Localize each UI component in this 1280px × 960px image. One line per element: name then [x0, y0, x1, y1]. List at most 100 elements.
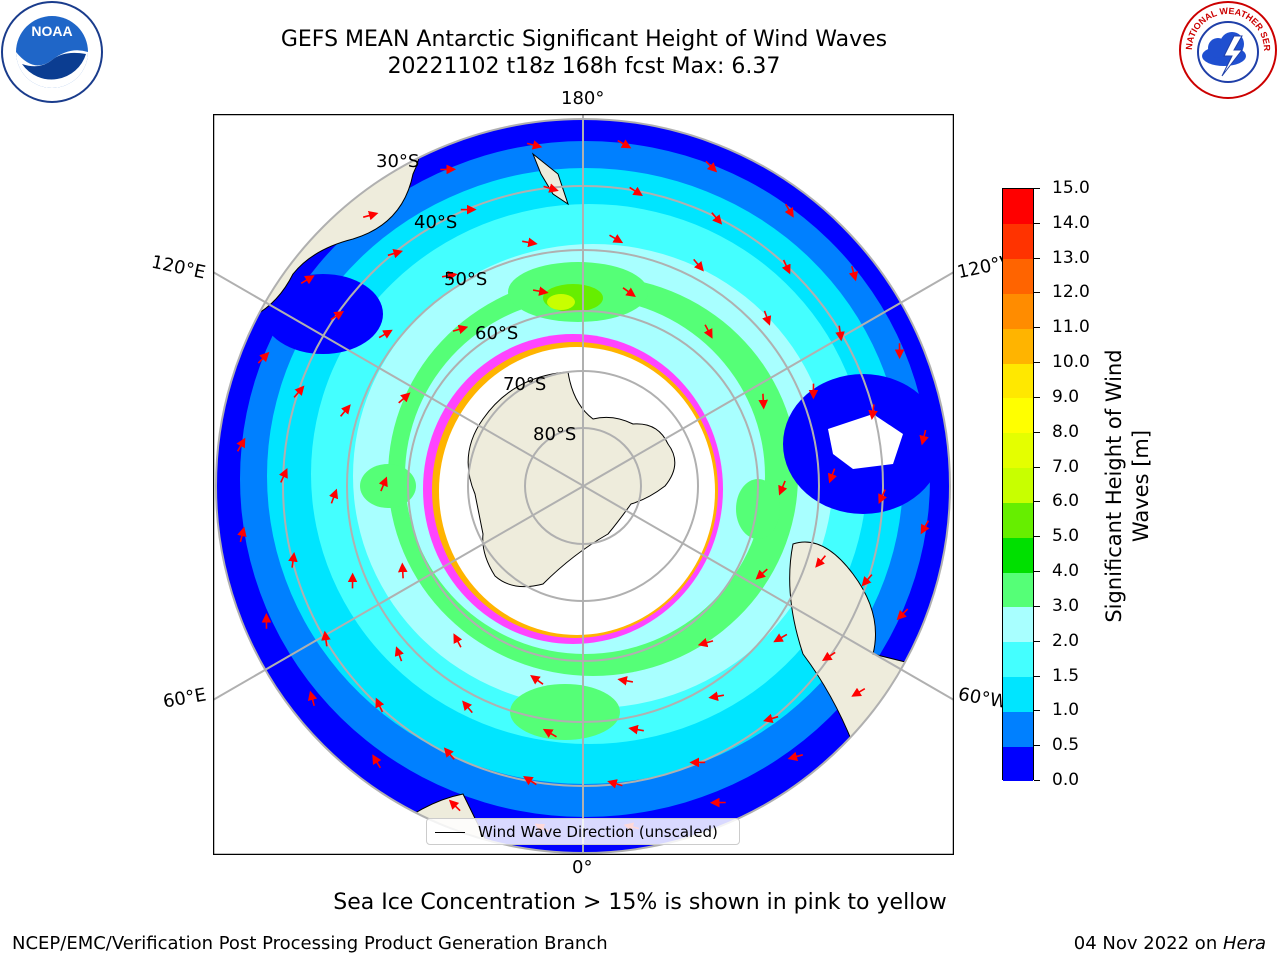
- wind-arrow: [896, 608, 909, 621]
- colorbar-segment: [1003, 711, 1033, 747]
- wind-arrow: [711, 212, 723, 225]
- colorbar-tick-label: 0.0: [1052, 770, 1080, 790]
- colorbar-tick-label: 10.0: [1052, 352, 1090, 373]
- wind-arrow: [522, 237, 538, 248]
- wind-arrow: [542, 728, 557, 738]
- footer-branch: NCEP/EMC/Verification Post Processing Pr…: [12, 933, 608, 954]
- wind-arrow: [919, 429, 929, 446]
- colorbar-tick-label: 7.0: [1052, 456, 1080, 477]
- lat-label-50s: 50°S: [444, 269, 488, 290]
- colorbar-tick-mark: [1034, 745, 1040, 747]
- lat-label-80s: 80°S: [533, 424, 577, 445]
- colorbar-tick-label: 8.0: [1052, 421, 1080, 442]
- wind-arrow: [773, 633, 788, 643]
- colorbar-tick-label: 0.5: [1052, 735, 1080, 756]
- colorbar-title: Significant Height of Wind Waves [m]: [1101, 326, 1155, 646]
- wind-arrow: [448, 799, 461, 812]
- colorbar-segment: [1003, 502, 1033, 538]
- wind-arrow: [609, 234, 624, 244]
- colorbar-segment: [1003, 189, 1033, 225]
- map-legend: Wind Wave Direction (unscaled): [426, 818, 740, 845]
- wind-arrow: [848, 265, 859, 282]
- colorbar-tick-mark: [1034, 431, 1040, 433]
- colorbar-segment: [1003, 746, 1033, 782]
- colorbar-title-line1: Significant Height of Wind: [1102, 349, 1126, 623]
- colorbar-tick-mark: [1034, 292, 1040, 294]
- wind-arrow: [827, 468, 837, 484]
- colorbar-tick-label: 2.0: [1052, 630, 1080, 651]
- colorbar-tick-label: 3.0: [1052, 595, 1080, 616]
- wind-arrow: [607, 779, 623, 789]
- colorbar-segment: [1003, 467, 1033, 503]
- wind-arrow: [398, 392, 411, 404]
- colorbar-segment: [1003, 676, 1033, 712]
- footer-host: Hera: [1222, 933, 1266, 954]
- wind-arrow: [703, 324, 713, 339]
- colorbar-segment: [1003, 432, 1033, 469]
- colorbar-tick-mark: [1034, 605, 1040, 607]
- wind-arrow: [307, 690, 318, 707]
- legend-label: Wind Wave Direction (unscaled): [478, 823, 718, 841]
- wind-arrow: [293, 385, 305, 398]
- wind-arrow: [387, 248, 404, 259]
- lat-label-30s: 30°S: [376, 151, 420, 172]
- wind-arrow: [257, 351, 270, 364]
- wind-arrow: [530, 675, 544, 685]
- polar-map: [213, 114, 954, 855]
- wind-arrow: [441, 271, 458, 281]
- wind-arrow: [523, 775, 537, 786]
- wind-arrow: [397, 562, 408, 579]
- wind-arrow: [815, 555, 827, 568]
- nws-logo: NATIONAL WEATHER SERVICE: [1176, 0, 1277, 99]
- new-zealand-land: [531, 152, 569, 206]
- wind-arrow: [758, 393, 769, 410]
- colorbar-tick-mark: [1034, 675, 1040, 677]
- wind-arrow: [372, 754, 382, 769]
- colorbar-tick-mark: [1034, 327, 1040, 329]
- wind-arrow: [617, 139, 632, 149]
- wind-arrow: [762, 310, 772, 326]
- colorbar-segment: [1003, 223, 1033, 260]
- colorbar-tick-label: 5.0: [1052, 526, 1080, 547]
- footer-date-text: 04 Nov 2022 on: [1073, 933, 1223, 954]
- lat-label-60s: 60°S: [475, 323, 519, 344]
- wind-arrow: [697, 637, 714, 648]
- wind-arrow: [362, 210, 379, 221]
- wind-arrow: [778, 480, 788, 496]
- wind-arrow: [629, 186, 643, 197]
- wind-arrow: [821, 651, 836, 662]
- colorbar-tick-mark: [1034, 640, 1040, 642]
- wind-arrow: [622, 287, 636, 297]
- wind-arrow: [920, 520, 930, 535]
- noaa-logo: NOAA: [1, 1, 103, 103]
- wind-arrow: [835, 325, 845, 342]
- colorbar-segment: [1003, 363, 1033, 399]
- lat-label-70s: 70°S: [503, 374, 547, 395]
- wind-arrow: [452, 324, 469, 335]
- wind-arrow: [237, 526, 247, 543]
- colorbar-tick-label: 11.0: [1052, 317, 1090, 338]
- colorbar-segment: [1003, 293, 1033, 329]
- lon-label-0: 0°: [572, 857, 593, 878]
- colorbar-tick-mark: [1034, 396, 1040, 398]
- colorbar-tick-label: 6.0: [1052, 491, 1080, 512]
- wind-arrow: [693, 258, 704, 272]
- chart-title: GEFS MEAN Antarctic Significant Height o…: [280, 27, 888, 52]
- colorbar-tick-mark: [1034, 536, 1040, 538]
- legend-line-symbol: [435, 832, 465, 833]
- wind-arrow: [868, 404, 878, 420]
- wind-arrow: [462, 700, 473, 714]
- sea-ice-note: Sea Ice Concentration > 15% is shown in …: [333, 890, 947, 915]
- colorbar-segment: [1003, 258, 1033, 294]
- wind-arrow: [300, 275, 315, 285]
- colorbar-tick-label: 9.0: [1052, 386, 1080, 407]
- svg-text:NOAA: NOAA: [31, 23, 72, 39]
- wind-arrow: [526, 140, 543, 150]
- wind-arrow: [453, 633, 463, 648]
- wind-arrow: [851, 687, 866, 697]
- colorbar-tick-label: 1.5: [1052, 665, 1080, 686]
- lon-label-180: 180°: [561, 88, 605, 109]
- colorbar-tick-mark: [1034, 222, 1040, 224]
- footer-date: 04 Nov 2022 on Hera: [1074, 933, 1266, 954]
- wind-arrow: [617, 676, 634, 686]
